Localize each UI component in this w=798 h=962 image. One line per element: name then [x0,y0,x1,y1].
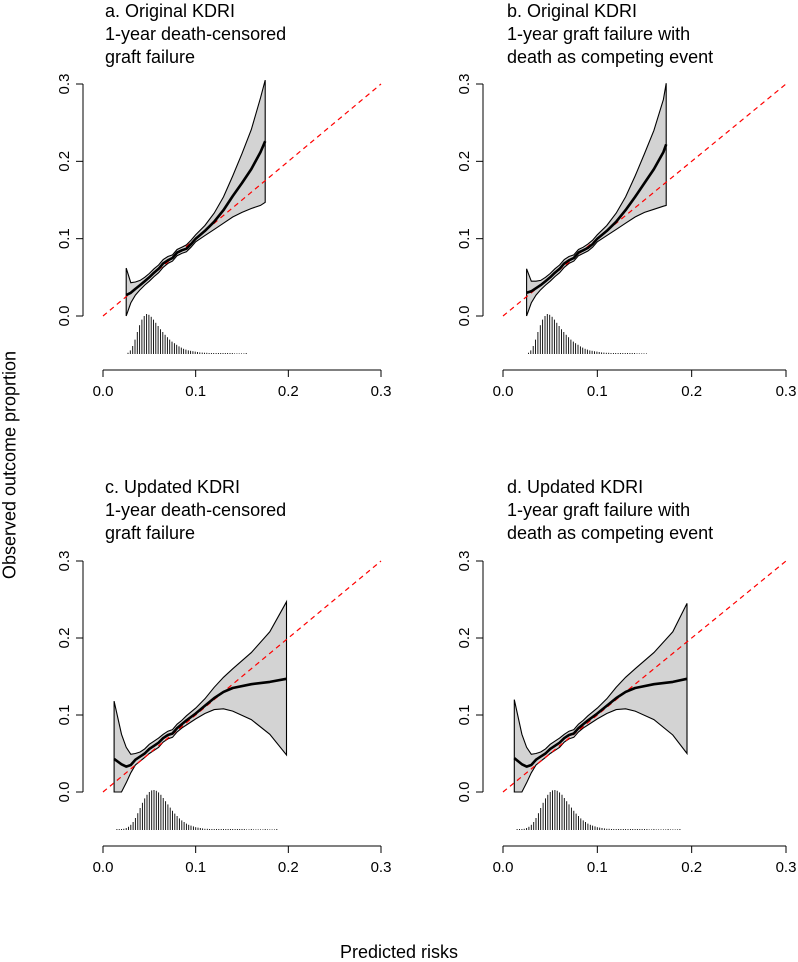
x-axis-label: Predicted risks [339,942,459,962]
panel-a-y-tick-label: 0.0 [56,306,73,327]
panel-c-y-tick-label: 0.3 [56,551,73,572]
panel-c-confidence-band [113,599,288,793]
panel-c-y-tick-label: 0.1 [56,705,73,726]
panel-c-title-line-1: c. Updated KDRI [105,477,241,497]
panel-d-title-line-1: d. Updated KDRI [507,477,644,497]
panel-b-y-tick-label: 0.1 [456,228,473,249]
panel-a-x-tick-label: 0.0 [93,383,114,400]
panel-c-x-tick-label: 0.2 [278,859,299,876]
panel-d-y-tick-label: 0.1 [456,705,473,726]
panel-d-x-tick-label: 0.2 [681,859,702,876]
panel-b-calibration-curve [526,143,668,295]
panel-a-y-tick-label: 0.3 [56,74,73,95]
panel-b-title-line-3: death as competing event [507,47,714,67]
panel-b-y-tick-label: 0.2 [456,151,473,172]
panel-b-title-line-2: 1-year graft failure with [507,24,691,44]
panel-d-y-tick-label: 0.0 [456,782,473,803]
panel-d-calibration-curve [513,677,688,768]
panel-b-title-line-1: b. Original KDRI [507,1,638,21]
panel-c-calibration-curve [113,677,287,768]
panel-c-x-tick-label: 0.3 [371,859,392,876]
panel-a-title-line-1: a. Original KDRI [105,1,236,21]
panel-c-x-tick-label: 0.0 [93,859,114,876]
panel-d-title-line-3: death as competing event [507,523,714,543]
panel-c-title-line-2: 1-year death-censored [105,500,287,520]
panel-b-x-tick-label: 0.3 [776,383,797,400]
panel-b-reference-line [502,83,787,317]
panel-c-title-line-3: graft failure [105,523,196,543]
panel-a-y-tick-label: 0.2 [56,151,73,172]
panel-a-x-tick-label: 0.1 [185,383,206,400]
panel-b-y-tick-label: 0.3 [456,74,473,95]
panel-a-calibration-curve [125,140,267,297]
panel-b-x-tick-label: 0.2 [681,383,702,400]
panel-c-x-tick-label: 0.1 [185,859,206,876]
panel-d-y-tick-label: 0.2 [456,628,473,649]
panel-d-y-tick-label: 0.3 [456,551,473,572]
panel-d-confidence-band [513,603,688,793]
panel-d-x-tick-label: 0.1 [587,859,608,876]
panel-c-y-tick-label: 0.2 [56,628,73,649]
panel-d-title-line-2: 1-year graft failure with [507,500,691,520]
panel-a-x-tick-label: 0.2 [278,383,299,400]
panel-a-title-line-3: graft failure [105,47,196,67]
panel-c-reference-line [102,560,382,793]
panel-b-x-tick-label: 0.0 [493,383,514,400]
panel-d-x-tick-label: 0.0 [493,859,514,876]
panel-a-title-line-2: 1-year death-censored [105,24,287,44]
y-axis-label: Observed outcome proprtion [0,350,20,580]
panel-a-y-tick-label: 0.1 [56,228,73,249]
panel-b-x-tick-label: 0.1 [587,383,608,400]
panel-a-confidence-band [125,79,266,317]
panel-a-x-tick-label: 0.3 [371,383,392,400]
panel-d-x-tick-label: 0.3 [776,859,797,876]
panel-b-y-tick-label: 0.0 [456,306,473,327]
panel-b-confidence-band [526,83,667,317]
panel-c-y-tick-label: 0.0 [56,782,73,803]
panel-a-reference-line [102,83,382,317]
panel-d-reference-line [502,560,787,793]
